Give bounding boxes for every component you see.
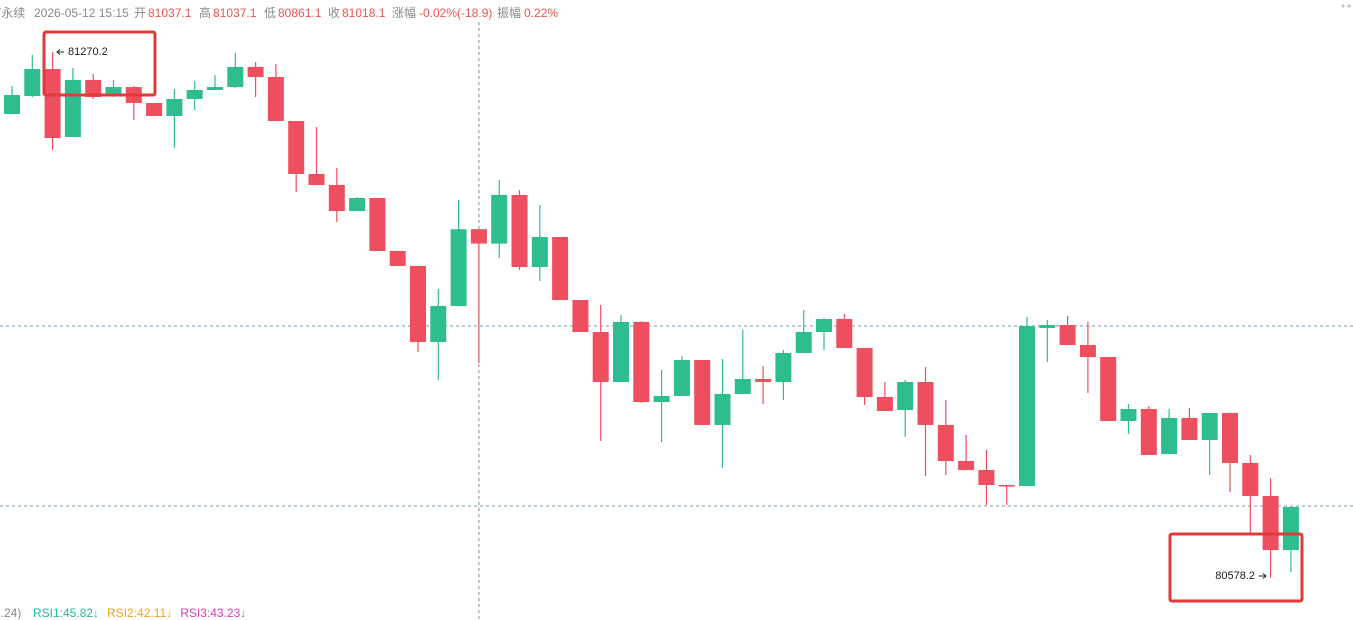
candle-body bbox=[1039, 325, 1056, 328]
candle-body bbox=[714, 393, 731, 425]
amplitude-label: 振幅 bbox=[497, 5, 521, 20]
change-value: -0.02%(-18.9) bbox=[419, 6, 492, 20]
candle-body bbox=[876, 396, 893, 411]
candle-body bbox=[410, 265, 426, 342]
candle-body bbox=[592, 332, 609, 383]
candle-body bbox=[389, 250, 406, 266]
candle-body bbox=[1282, 506, 1299, 550]
change-label: 涨幅 bbox=[392, 5, 416, 20]
candles bbox=[4, 51, 1299, 578]
candle-body bbox=[755, 378, 772, 383]
candle-body bbox=[937, 424, 954, 461]
max-label: 81270.2 bbox=[68, 46, 108, 58]
candle-body bbox=[349, 198, 366, 211]
symbol: T永续 bbox=[0, 6, 25, 20]
candle-body bbox=[653, 396, 670, 403]
candle-body bbox=[430, 306, 447, 342]
candle-body bbox=[1019, 325, 1035, 486]
candle-body bbox=[450, 229, 467, 307]
candle-body bbox=[511, 194, 528, 268]
candle-body bbox=[998, 485, 1015, 487]
candle-body bbox=[613, 321, 629, 383]
candle-body bbox=[146, 102, 163, 116]
candle-body bbox=[816, 319, 832, 333]
rsi-legend: RSI3:43.23↓ bbox=[180, 606, 246, 620]
high-value: 81037.1 bbox=[213, 6, 257, 20]
close-label: 收 bbox=[328, 6, 340, 20]
close-value: 81018.1 bbox=[342, 6, 386, 20]
candle-body bbox=[978, 469, 995, 486]
candle-body bbox=[917, 382, 934, 425]
amplitude-value: 0.22% bbox=[524, 6, 558, 20]
candle-body bbox=[1242, 462, 1259, 496]
highlight-box bbox=[42, 30, 157, 97]
candle-body bbox=[633, 321, 650, 403]
candle-body bbox=[1140, 409, 1157, 455]
arrow bbox=[1259, 573, 1267, 579]
candle-body bbox=[1222, 412, 1238, 463]
candle-body bbox=[470, 229, 487, 244]
candle-body bbox=[207, 87, 223, 90]
candle-body bbox=[694, 359, 711, 425]
candle-body bbox=[734, 378, 751, 394]
rsi-period: 2.24) bbox=[0, 606, 21, 620]
candle-body bbox=[1181, 417, 1198, 441]
candle-body bbox=[491, 194, 508, 244]
candle-body bbox=[1059, 325, 1076, 346]
open-value: 81037.1 bbox=[148, 6, 192, 20]
menu-dot bbox=[1347, 4, 1351, 8]
candle-body bbox=[267, 76, 284, 122]
candle-body bbox=[1100, 357, 1117, 422]
low-label: 低 bbox=[264, 6, 276, 20]
candle-body bbox=[1201, 412, 1218, 441]
candle-body bbox=[166, 98, 183, 116]
rsi-legend: RSI1:45.82↓ bbox=[33, 606, 99, 620]
candle-body bbox=[673, 359, 690, 397]
candle-body bbox=[288, 121, 305, 174]
candle-body bbox=[1161, 417, 1178, 454]
lines bbox=[0, 22, 1353, 620]
arrow bbox=[56, 49, 64, 55]
candle-body bbox=[44, 69, 61, 139]
min-label: 80578.2 bbox=[1215, 570, 1255, 582]
candle-body bbox=[186, 89, 203, 99]
menu-dot bbox=[1341, 4, 1345, 8]
candle-body bbox=[105, 87, 122, 96]
rsi-legend: RSI2:42.11↓ bbox=[107, 606, 172, 620]
low-value: 80861.1 bbox=[278, 6, 322, 20]
candle-body bbox=[64, 79, 81, 137]
candle-body bbox=[775, 352, 792, 383]
candle-body bbox=[227, 66, 244, 88]
candle-body bbox=[795, 332, 812, 353]
high-label: 高 bbox=[199, 5, 211, 20]
candle-body bbox=[531, 236, 548, 268]
candle-body bbox=[552, 236, 569, 301]
candle-body bbox=[85, 79, 102, 97]
candle-body bbox=[1262, 495, 1279, 550]
candle-body bbox=[856, 347, 873, 397]
candle-body bbox=[1120, 409, 1137, 422]
candle-body bbox=[328, 185, 345, 211]
candle-body bbox=[897, 382, 914, 410]
candle-body bbox=[308, 173, 325, 186]
candle-body bbox=[1079, 345, 1096, 358]
candle-body bbox=[369, 198, 386, 251]
candle-body bbox=[836, 319, 853, 348]
candle-body bbox=[247, 66, 264, 77]
open-label: 开 bbox=[134, 6, 146, 20]
time: 2026-05-12 15:15 bbox=[34, 6, 129, 20]
candle-body bbox=[958, 460, 975, 470]
candle-body bbox=[4, 95, 20, 115]
candle-body bbox=[572, 300, 589, 333]
candle-body bbox=[24, 69, 41, 96]
highlight-box bbox=[1168, 532, 1304, 603]
